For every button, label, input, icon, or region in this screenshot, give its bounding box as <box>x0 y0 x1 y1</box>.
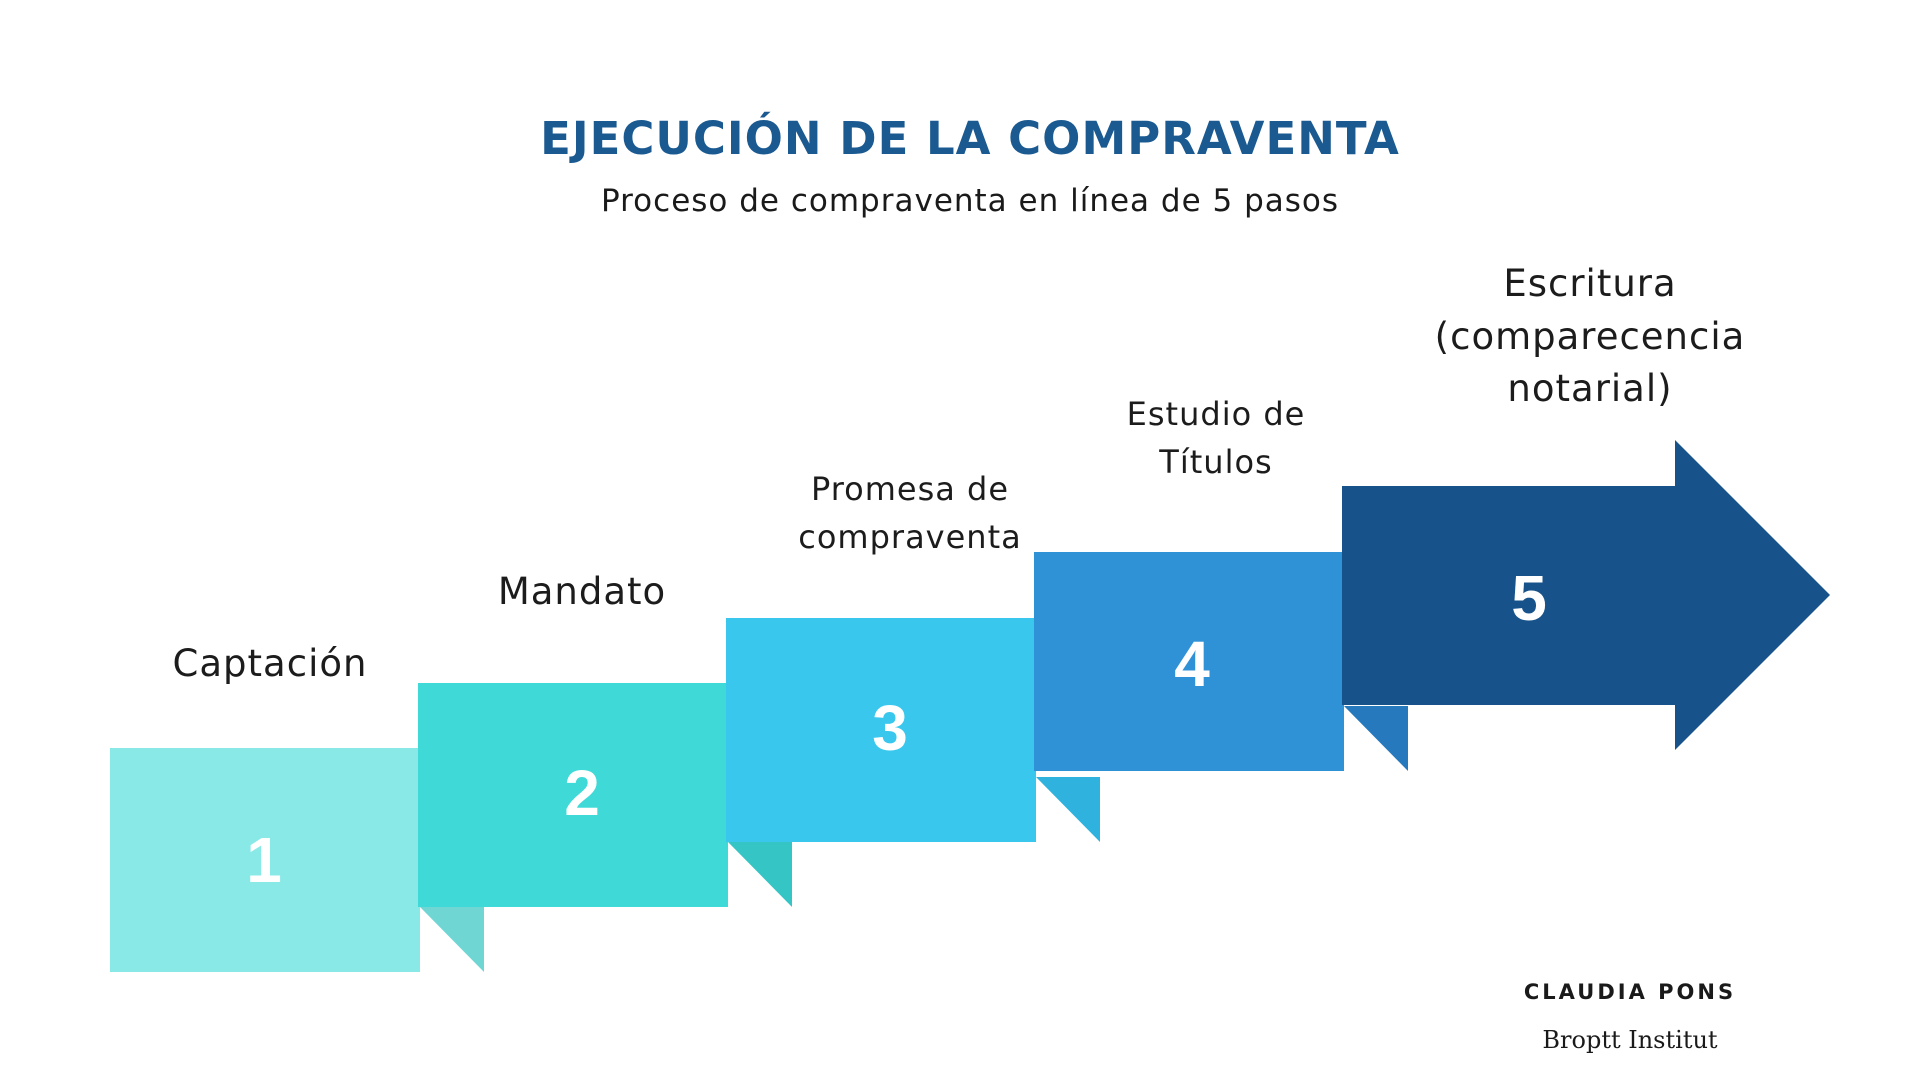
step-4-block: 4 <box>1034 552 1408 771</box>
step-2-number: 2 <box>564 757 600 829</box>
step-5-label: Escritura (comparecencia notarial) <box>1434 262 1746 411</box>
step-5-arrow-shape <box>1342 440 1830 750</box>
step-4-fold <box>1344 706 1408 771</box>
step-1-box <box>110 748 420 972</box>
step-2-label: Mandato <box>497 570 667 613</box>
step-5-number: 5 <box>1511 562 1547 634</box>
page-subtitle: Proceso de compraventa en línea de 5 pas… <box>600 183 1340 219</box>
author-name: CLAUDIA PONS <box>1523 980 1737 1004</box>
step-2-block: 2 <box>418 683 792 907</box>
step-5-arrow: 5 <box>1342 440 1830 750</box>
step-1-block: 1 <box>110 748 484 972</box>
step-3-block: 3 <box>726 618 1100 842</box>
step-2-fold <box>728 842 792 907</box>
step-1-label: Captación <box>172 642 368 685</box>
page-title: EJECUCIÓN DE LA COMPRAVENTA <box>540 112 1400 165</box>
step-1-number: 1 <box>246 824 282 896</box>
step-4-label: Estudio de Títulos <box>1126 395 1306 481</box>
organization-name: Broptt Institut <box>1542 1026 1718 1054</box>
step-3-fold <box>1036 777 1100 842</box>
step-4-number: 4 <box>1174 628 1210 700</box>
step-3-box <box>726 618 1036 842</box>
step-1-fold <box>420 907 484 972</box>
step-2-box <box>418 683 728 907</box>
step-4-box <box>1034 552 1344 771</box>
step-3-label: Promesa de compraventa <box>798 470 1022 556</box>
step-3-number: 3 <box>872 692 908 764</box>
